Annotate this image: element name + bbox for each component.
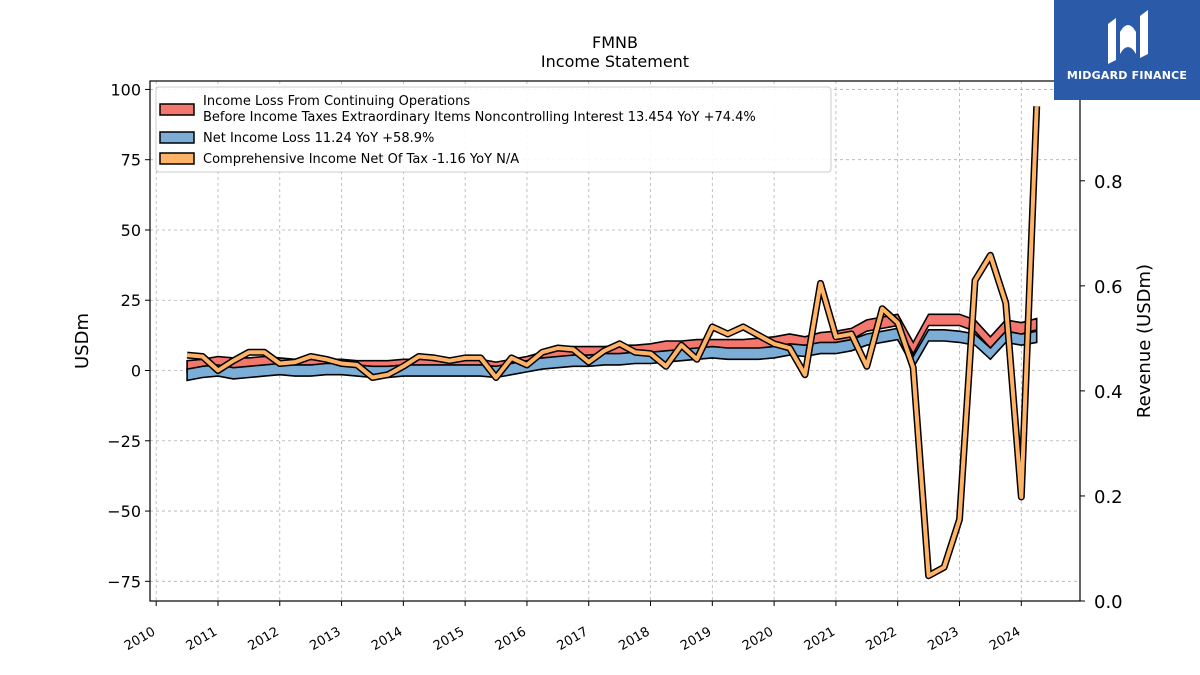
y2-tick-label: 0.6 <box>1094 277 1123 298</box>
x-tick-label: 2018 <box>616 624 652 654</box>
x-tick-label: 2024 <box>987 624 1023 654</box>
y-tick-label: 50 <box>121 221 141 240</box>
comprehensive-income-line <box>186 106 1039 578</box>
y-tick-label: −50 <box>107 502 141 521</box>
x-tick-label: 2012 <box>246 624 282 654</box>
legend-swatch-income-before-tax <box>159 103 195 116</box>
x-tick-label: 2017 <box>555 624 591 654</box>
legend-label-comprehensive-income: Comprehensive Income Net Of Tax -1.16 Yo… <box>203 152 519 167</box>
legend-label-income-before-tax-line2: Before Income Taxes Extraordinary Items … <box>203 110 756 125</box>
chart-subtitle: Income Statement <box>541 52 689 71</box>
y-tick-label: 75 <box>121 151 141 170</box>
y-tick-label: 100 <box>110 80 141 99</box>
y2-tick-label: 0.0 <box>1094 592 1123 613</box>
y-axis-label: USDm <box>72 313 93 369</box>
x-tick-label: 2016 <box>493 624 529 654</box>
legend-label-net-income: Net Income Loss 11.24 YoY +58.9% <box>203 131 434 146</box>
y-tick-label: −25 <box>107 432 141 451</box>
brand-logo: MIDGARD FINANCE <box>1054 0 1200 100</box>
x-tick-label: 2019 <box>678 624 714 654</box>
y-axis-right: 0.8 0.6 0.4 0.2 0.0 <box>1080 172 1123 613</box>
y2-tick-label: 0.4 <box>1094 382 1123 403</box>
legend-swatch-comprehensive-income <box>159 152 195 165</box>
x-tick-label: 2010 <box>122 624 158 654</box>
legend-frame <box>155 86 832 173</box>
legend-label-income-before-tax: Income Loss From Continuing Operations <box>203 94 470 109</box>
y2-tick-label: 0.2 <box>1094 487 1123 508</box>
x-tick-label: 2015 <box>431 624 467 654</box>
x-tick-label: 2014 <box>369 624 405 654</box>
x-tick-label: 2020 <box>740 624 776 654</box>
x-tick-label: 2011 <box>184 624 220 654</box>
y-tick-label: −75 <box>107 572 141 591</box>
legend-swatch-net-income <box>159 131 195 144</box>
brand-name: MIDGARD FINANCE <box>1066 69 1188 82</box>
y-axis-left: 100 75 50 25 0 −25 −50 −75 <box>107 80 150 591</box>
x-tick-label: 2023 <box>925 624 961 654</box>
y2-axis-label: Revenue (USDm) <box>1134 264 1155 418</box>
legend: Income Loss From Continuing Operations B… <box>155 86 832 173</box>
midgard-logo-icon <box>1108 10 1148 64</box>
plot-frame <box>149 80 1081 602</box>
chart-title: FMNB <box>592 33 638 52</box>
x-tick-label: 2022 <box>864 624 900 654</box>
x-axis: 2010 2011 2012 2013 2014 2015 2016 2017 2018 2019… <box>122 601 1023 654</box>
data-lines <box>186 106 1041 580</box>
x-tick-label: 2013 <box>307 624 343 654</box>
y-tick-label: 0 <box>131 362 141 381</box>
y-tick-label: 25 <box>121 291 141 310</box>
y2-tick-label: 0.8 <box>1094 172 1123 193</box>
x-tick-label: 2021 <box>802 624 838 654</box>
